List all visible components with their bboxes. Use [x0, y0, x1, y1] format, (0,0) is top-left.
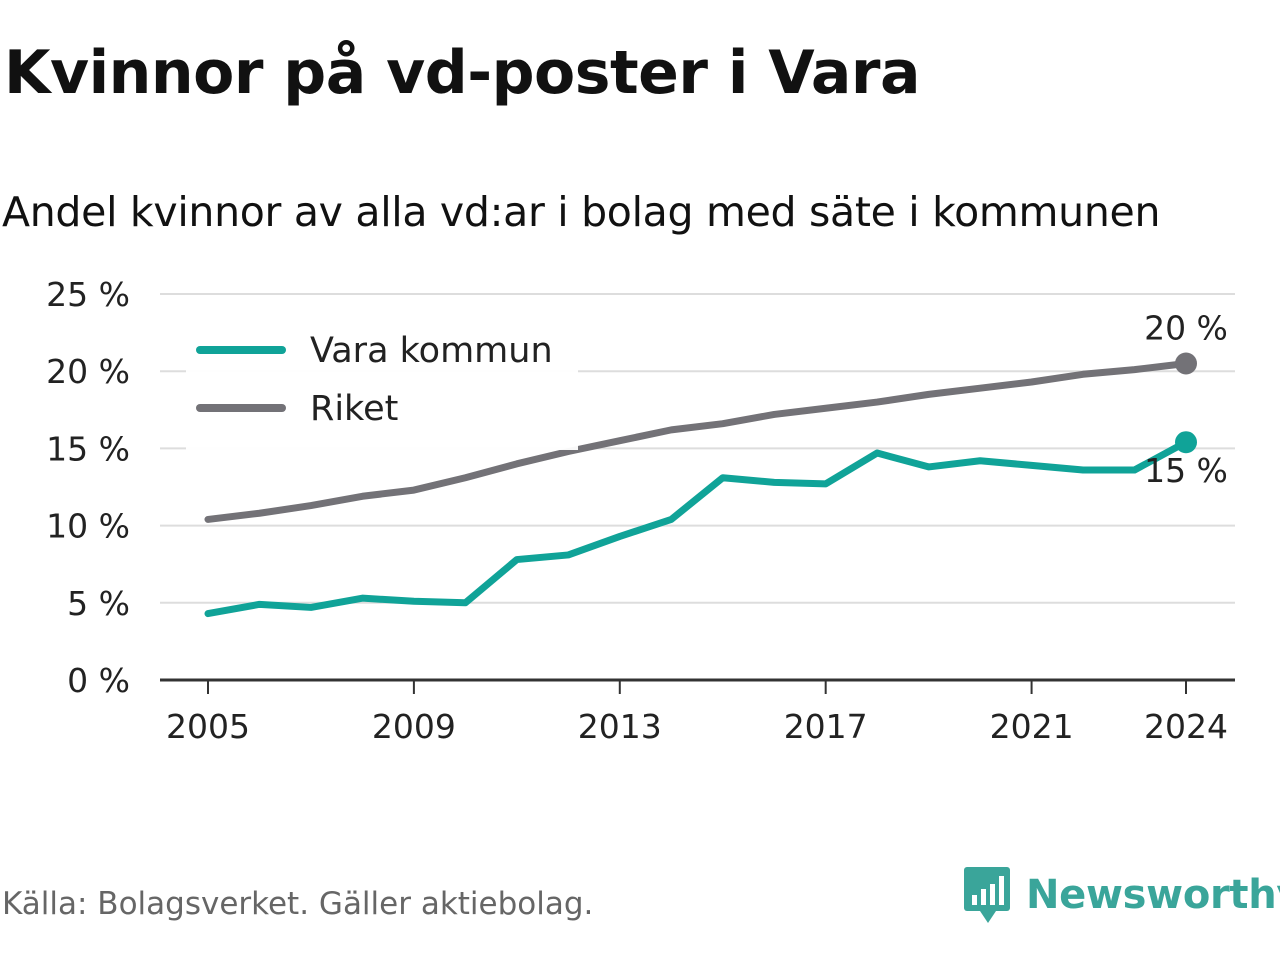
y-tick-label: 20 %: [46, 352, 130, 391]
x-tick-label: 2005: [166, 707, 250, 746]
x-tick-label: 2009: [372, 707, 456, 746]
y-tick-label: 0 %: [67, 661, 130, 700]
y-tick-label: 15 %: [46, 429, 130, 468]
y-tick-label: 5 %: [67, 584, 130, 623]
line-chart: 0 % 5 % 10 % 15 % 20 % 25 % 2005 2009 2013 2017 20…: [46, 275, 1235, 746]
newsworthy-logo-icon: [964, 867, 1010, 923]
series-end-point: [1175, 431, 1197, 454]
series-line-vara-kommun: [204, 438, 1190, 618]
end-label-riket: 20 %: [1144, 308, 1228, 347]
end-label-vara-kommun: 15 %: [1144, 451, 1228, 490]
series-end-point: [1175, 352, 1197, 375]
x-tick-label: 2013: [578, 707, 662, 746]
x-tick-label: 2024: [1144, 707, 1228, 746]
x-tick-label: 2021: [990, 707, 1074, 746]
y-tick-label: 25 %: [46, 275, 130, 314]
x-tick-label: 2017: [784, 707, 868, 746]
legend-box: [186, 322, 578, 450]
brand[interactable]: Newsworthy: [962, 862, 1280, 928]
source-note: Källa: Bolagsverket. Gäller aktiebolag.: [2, 886, 594, 922]
brand-name: Newsworthy: [1026, 872, 1280, 918]
legend-label: Vara kommun: [310, 331, 553, 371]
series-line-riket: [204, 359, 1190, 523]
y-tick-label: 10 %: [46, 507, 130, 546]
chart-title: Kvinnor på vd-poster i Vara: [4, 38, 921, 108]
legend-label: Riket: [310, 389, 398, 429]
chart-subtitle: Andel kvinnor av alla vd:ar i bolag med …: [2, 188, 1161, 236]
